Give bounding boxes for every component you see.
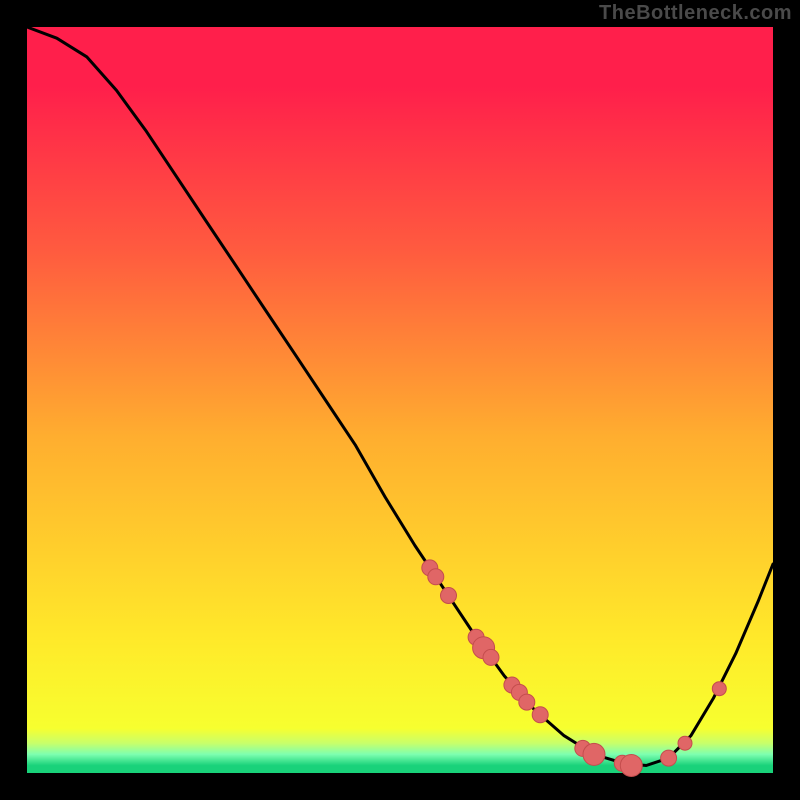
data-marker xyxy=(441,588,457,604)
data-marker xyxy=(519,694,535,710)
data-marker xyxy=(620,755,642,777)
data-marker xyxy=(483,649,499,665)
data-marker xyxy=(583,743,605,765)
chart-svg xyxy=(0,0,800,800)
data-marker xyxy=(532,707,548,723)
bottleneck-curve xyxy=(27,27,773,766)
data-marker xyxy=(678,736,692,750)
data-marker xyxy=(661,750,677,766)
watermark-text: TheBottleneck.com xyxy=(599,2,792,25)
data-marker xyxy=(712,682,726,696)
data-marker xyxy=(428,569,444,585)
